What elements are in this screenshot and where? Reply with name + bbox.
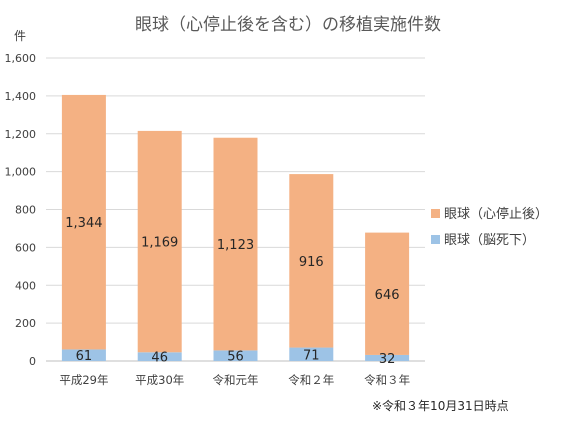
data-label-cardiac-death-2: 1,123 <box>217 238 254 253</box>
chart-footnote: ※令和３年10月31日時点 <box>372 398 509 413</box>
y-axis-unit-label: 件 <box>14 29 26 43</box>
x-category-label-2: 令和元年 <box>213 373 259 387</box>
x-category-label-1: 平成30年 <box>135 373 184 387</box>
data-label-cardiac-death-3: 916 <box>299 255 324 270</box>
y-tick-label-0: 0 <box>29 355 36 368</box>
y-tick-label-200: 200 <box>15 317 36 330</box>
bar-brain-death-1 <box>137 352 182 361</box>
bar-brain-death-2 <box>213 350 258 361</box>
bar-brain-death-3 <box>289 347 334 361</box>
legend-label-0: 眼球（心停止後） <box>444 206 548 222</box>
legend-swatch-1 <box>431 235 440 244</box>
y-tick-label-600: 600 <box>15 241 36 254</box>
data-label-brain-death-2: 56 <box>227 350 244 365</box>
x-category-label-3: 令和２年 <box>288 373 334 387</box>
data-label-cardiac-death-1: 1,169 <box>141 236 178 251</box>
y-tick-label-400: 400 <box>15 279 36 292</box>
bar-brain-death-0 <box>61 349 106 361</box>
data-label-brain-death-0: 61 <box>76 349 93 364</box>
data-label-cardiac-death-0: 1,344 <box>65 216 102 231</box>
y-tick-label-1600: 1,600 <box>5 52 37 65</box>
x-axis-categories: 平成29年 平成30年 令和元年 令和２年 令和３年 <box>59 373 410 387</box>
data-label-brain-death-3: 71 <box>303 348 320 363</box>
bars <box>61 94 410 361</box>
legend-label-1: 眼球（脳死下） <box>444 233 535 248</box>
data-label-brain-death-1: 46 <box>151 351 168 366</box>
y-tick-label-1000: 1,000 <box>5 166 37 179</box>
data-labels: 61 1,344 46 1,169 56 1,123 71 916 32 646 <box>65 216 399 367</box>
bar-cardiac-death-1 <box>137 130 182 353</box>
y-tick-label-1400: 1,400 <box>5 90 37 103</box>
bar-cardiac-death-4 <box>365 232 410 355</box>
y-tick-label-800: 800 <box>15 204 36 217</box>
data-label-cardiac-death-4: 646 <box>375 288 400 303</box>
bar-cardiac-death-0 <box>61 94 106 350</box>
x-category-label-4: 令和３年 <box>364 373 410 387</box>
y-axis-ticks: 0 200 400 600 800 1,000 1,200 1,400 1,600 <box>5 52 37 368</box>
bar-cardiac-death-3 <box>289 174 334 348</box>
data-label-brain-death-4: 32 <box>379 352 396 367</box>
bar-cardiac-death-2 <box>213 137 258 351</box>
legend-swatch-0 <box>431 209 440 218</box>
y-tick-label-1200: 1,200 <box>5 128 37 141</box>
chart-title: 眼球（心停止後を含む）の移植実施件数 <box>135 15 441 35</box>
bar-brain-death-4 <box>365 354 410 361</box>
x-category-label-0: 平成29年 <box>59 373 108 387</box>
legend: 眼球（心停止後） 眼球（脳死下） <box>431 206 548 248</box>
